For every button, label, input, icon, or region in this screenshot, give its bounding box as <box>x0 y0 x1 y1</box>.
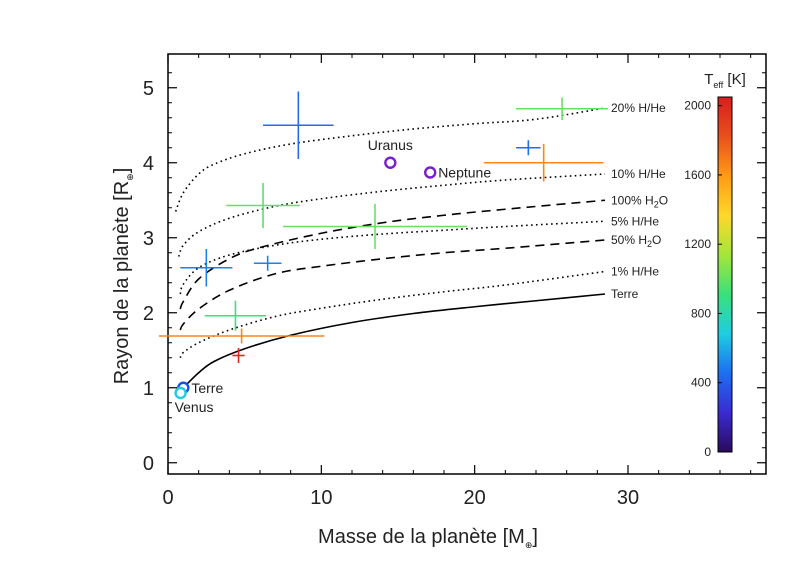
curve-100-h2o <box>179 199 606 310</box>
solar-system-group: Uranus Neptune Terre Venus <box>174 137 491 415</box>
y-tick-label: 5 <box>143 78 154 100</box>
x-tick-label: 30 <box>617 487 639 509</box>
y-tick-label: 2 <box>143 303 154 325</box>
colorbar-tick-label: 800 <box>691 306 711 320</box>
curve-label: 50% H2O <box>611 233 661 249</box>
colorbar-tick-label: 1600 <box>684 168 711 182</box>
planet-venus <box>174 386 187 400</box>
plot-frame <box>167 53 767 475</box>
curve-10-h-he <box>177 173 606 257</box>
axis-ticks-group: 0 10 20 30 0 1 2 3 4 5 <box>143 54 766 509</box>
y-axis-title: Rayon de la planète [R⊕] <box>111 168 136 385</box>
x-tick-label: 10 <box>310 487 332 509</box>
colorbar-tick-label: 400 <box>691 376 711 390</box>
colorbar-tick-label: 2000 <box>684 99 711 113</box>
y-tick-label: 1 <box>143 378 154 400</box>
curve-terre <box>182 293 606 389</box>
colorbar-tick-label: 0 <box>704 445 711 459</box>
curve-label: 1% H/He <box>611 265 659 279</box>
colorbar-gradient <box>717 96 733 453</box>
y-tick-label: 4 <box>143 153 154 175</box>
x-tick-label: 20 <box>464 487 486 509</box>
curve-label: Terre <box>611 287 639 301</box>
curve-20-h-he <box>174 107 606 212</box>
curve-label: 5% H/He <box>611 214 659 228</box>
curve-5-h-he <box>179 220 606 295</box>
curve-label: 10% H/He <box>611 167 666 181</box>
planet-uranus <box>384 156 397 169</box>
planet-label-terre: Terre <box>191 380 223 396</box>
planet-neptune <box>424 166 437 179</box>
planet-label-neptune: Neptune <box>438 165 491 181</box>
exoplanets-group <box>158 91 609 363</box>
curve-label: 100% H2O <box>611 193 668 209</box>
y-tick-label: 0 <box>143 453 154 475</box>
colorbar: 0 400 800 1200 1600 2000 Teff [K] <box>684 71 745 459</box>
y-tick-label: 3 <box>143 228 154 250</box>
x-tick-label: 0 <box>162 487 173 509</box>
planet-label-venus: Venus <box>175 399 214 415</box>
x-axis-title: Masse de la planète [M⊕] <box>318 526 538 551</box>
planet-label-uranus: Uranus <box>368 137 413 153</box>
curve-50-h2o <box>179 239 606 331</box>
colorbar-title: Teff [K] <box>704 71 746 90</box>
curves-group: 20% H/He 10% H/He 100% H2O 5% H/He 50% H2O 1%… <box>174 101 668 389</box>
colorbar-tick-label: 1200 <box>684 237 711 251</box>
curve-label: 20% H/He <box>611 101 666 115</box>
